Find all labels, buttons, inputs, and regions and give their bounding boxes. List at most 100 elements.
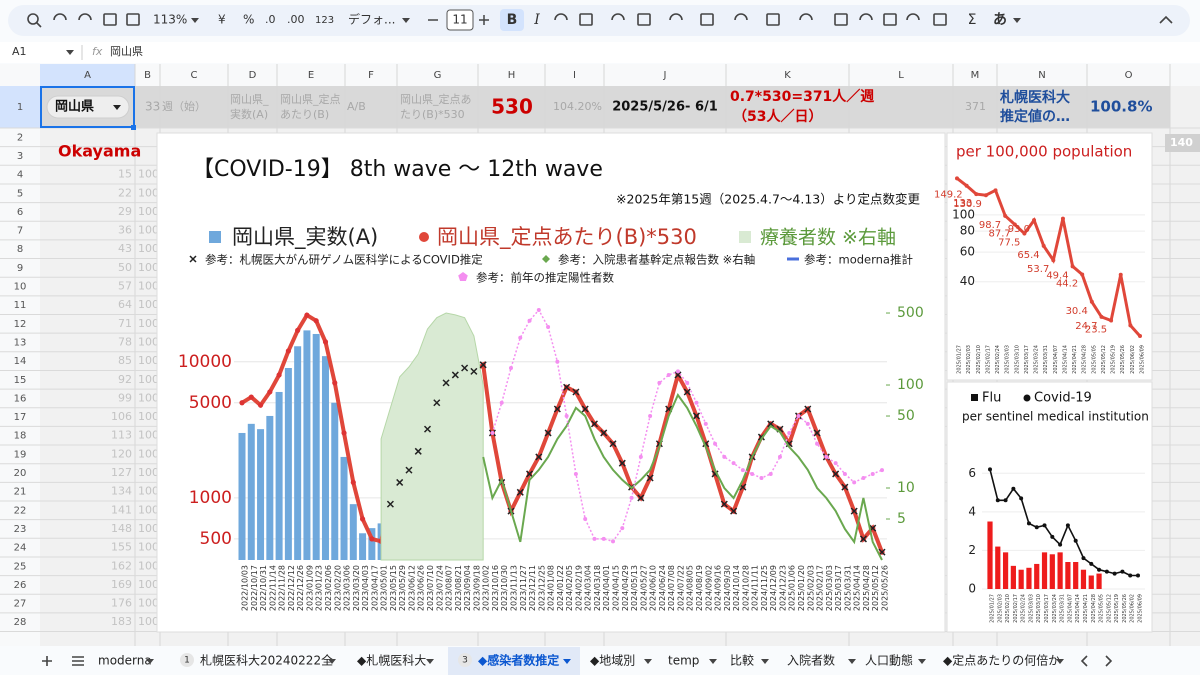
sheet-tab[interactable]: 人口動態 <box>865 653 913 668</box>
collapse-toolbar[interactable] <box>1159 15 1173 24</box>
row-header[interactable]: 19 <box>14 449 27 460</box>
toolbar-icon[interactable] <box>799 13 813 21</box>
column-header[interactable]: K <box>784 70 791 81</box>
column-header[interactable]: O <box>1125 70 1133 81</box>
print-icon[interactable] <box>103 13 117 26</box>
column-header[interactable]: E <box>308 70 314 81</box>
toolbar-icon[interactable] <box>933 13 947 26</box>
bold[interactable]: B <box>507 12 518 28</box>
toolbar-icon[interactable] <box>834 13 848 26</box>
toolbar-icon[interactable] <box>734 13 748 21</box>
row-header[interactable]: 20 <box>14 468 27 479</box>
increase-font-size[interactable] <box>479 15 489 25</box>
input-tools[interactable]: あ <box>993 12 1007 28</box>
row-header[interactable]: 1 <box>17 102 23 113</box>
scroll-left[interactable] <box>1080 655 1088 667</box>
row-header[interactable]: 9 <box>17 263 23 274</box>
column-header[interactable]: F <box>368 70 374 81</box>
font-family[interactable]: デフォ... <box>348 12 395 27</box>
dropdown-arrow <box>191 18 199 23</box>
column-header[interactable]: M <box>971 70 980 81</box>
x-tick-label: 2025/06/02 <box>1130 594 1136 623</box>
row-header[interactable]: 7 <box>17 226 23 237</box>
row-header[interactable]: 8 <box>17 244 23 255</box>
sheet-tab[interactable]: 入院者数 <box>787 653 835 668</box>
row-header[interactable]: 24 <box>14 543 27 554</box>
toolbar-icon[interactable] <box>700 13 714 26</box>
column-header[interactable]: D <box>249 70 257 81</box>
row-header[interactable]: 28 <box>14 617 27 628</box>
chip[interactable] <box>46 95 130 119</box>
row-header[interactable]: 14 <box>14 356 27 367</box>
toolbar-icon[interactable] <box>906 13 920 21</box>
row-header[interactable]: 3 <box>17 151 23 162</box>
row-header[interactable]: 15 <box>14 375 27 386</box>
row-header[interactable]: 4 <box>17 170 23 181</box>
currency[interactable]: ¥ <box>218 13 226 27</box>
toolbar-icon[interactable] <box>554 13 568 21</box>
decrease-decimal[interactable]: .0 <box>265 13 276 26</box>
number-format[interactable]: 123 <box>315 15 334 26</box>
toolbar-icon[interactable] <box>766 13 780 26</box>
zoom[interactable]: 113% <box>153 13 187 27</box>
row-header[interactable]: 27 <box>14 599 27 610</box>
sum[interactable]: Σ <box>968 12 977 28</box>
column-header[interactable]: H <box>508 70 516 81</box>
redo-icon[interactable] <box>78 13 92 21</box>
column-header[interactable]: G <box>434 70 442 81</box>
row-header[interactable]: 12 <box>14 319 27 330</box>
undo-icon[interactable] <box>53 13 67 21</box>
column-header[interactable]: A <box>84 70 91 81</box>
toolbar-icon[interactable] <box>579 13 593 26</box>
column-header[interactable]: J <box>663 70 667 81</box>
row-header[interactable]: 5 <box>17 188 23 199</box>
column-header[interactable]: C <box>191 70 198 81</box>
font-size[interactable]: 11 <box>452 13 467 27</box>
legend-marker <box>419 232 429 242</box>
sheet-tab[interactable]: temp <box>668 654 699 668</box>
toolbar-icon[interactable] <box>883 13 897 26</box>
scroll-right[interactable] <box>1105 655 1113 667</box>
row-header[interactable]: 13 <box>14 337 27 348</box>
row-header[interactable]: 18 <box>14 431 27 442</box>
row-header[interactable]: 16 <box>14 393 27 404</box>
toolbar-icon[interactable] <box>669 13 683 21</box>
row-header[interactable]: 11 <box>14 300 27 311</box>
increase-decimal[interactable]: .00 <box>287 13 305 26</box>
row-header[interactable]: 21 <box>14 487 27 498</box>
column-header[interactable]: B <box>144 70 151 81</box>
add-sheet[interactable] <box>42 656 52 666</box>
point <box>369 536 375 542</box>
row-header[interactable]: 2 <box>17 132 23 143</box>
sheet-tab[interactable]: 比較 <box>730 653 754 668</box>
formula-content[interactable]: 岡山県 <box>110 45 143 58</box>
row-header[interactable]: 17 <box>14 412 27 423</box>
sheet-tab[interactable]: ◆地域別 <box>590 654 635 668</box>
x-tick-label: 2025/02/10 <box>1005 594 1011 623</box>
row-header[interactable]: 25 <box>14 561 27 572</box>
toolbar-icon[interactable] <box>611 13 625 21</box>
column-header[interactable]: I <box>573 70 576 81</box>
toolbar-icon[interactable] <box>859 13 873 21</box>
cell-a1[interactable]: 岡山県 <box>55 99 94 115</box>
sheet-tab[interactable]: moderna <box>98 654 152 668</box>
row-header[interactable]: 26 <box>14 580 27 591</box>
row-header[interactable]: 10 <box>14 282 27 293</box>
toolbar-icon[interactable] <box>637 13 651 26</box>
sheet-tab[interactable]: ◆感染者数推定 <box>478 653 559 668</box>
column-header[interactable]: L <box>898 70 904 81</box>
name-box[interactable]: A1 <box>12 45 27 58</box>
row-header[interactable]: 6 <box>17 207 23 218</box>
column-header[interactable]: N <box>1038 70 1045 81</box>
cell-b: 120 <box>111 447 132 460</box>
sheet-tab[interactable]: 札幌医科大20240222全 <box>200 653 333 668</box>
sheet-tab[interactable]: ◆定点あたりの何倍か <box>943 653 1060 668</box>
paint-format-icon[interactable] <box>126 13 140 26</box>
all-sheets[interactable] <box>72 656 84 666</box>
percent[interactable]: % <box>243 13 254 27</box>
row-header[interactable]: 22 <box>14 505 27 516</box>
row-header[interactable]: 23 <box>14 524 27 535</box>
search-icon[interactable] <box>27 13 39 25</box>
italic[interactable]: I <box>533 12 540 28</box>
sheet-tab[interactable]: ◆札幌医科大 <box>357 653 426 668</box>
